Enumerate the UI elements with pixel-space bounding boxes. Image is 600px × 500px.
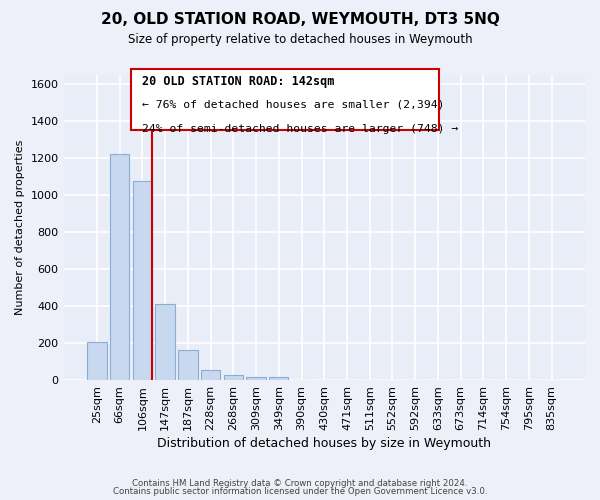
Text: Contains public sector information licensed under the Open Government Licence v3: Contains public sector information licen… [113, 487, 487, 496]
Text: Contains HM Land Registry data © Crown copyright and database right 2024.: Contains HM Land Registry data © Crown c… [132, 478, 468, 488]
Text: 20, OLD STATION ROAD, WEYMOUTH, DT3 5NQ: 20, OLD STATION ROAD, WEYMOUTH, DT3 5NQ [101, 12, 499, 28]
Text: ← 76% of detached houses are smaller (2,394): ← 76% of detached houses are smaller (2,… [142, 100, 444, 110]
X-axis label: Distribution of detached houses by size in Weymouth: Distribution of detached houses by size … [157, 437, 491, 450]
Bar [110, 154, 130, 380]
Bar [201, 370, 220, 380]
Bar [269, 378, 289, 380]
Text: 20 OLD STATION ROAD: 142sqm: 20 OLD STATION ROAD: 142sqm [142, 75, 334, 88]
Text: 24% of semi-detached houses are larger (748) →: 24% of semi-detached houses are larger (… [142, 124, 458, 134]
Bar [133, 182, 152, 380]
Bar [178, 350, 197, 380]
Y-axis label: Number of detached properties: Number of detached properties [15, 140, 25, 315]
Text: Size of property relative to detached houses in Weymouth: Size of property relative to detached ho… [128, 32, 472, 46]
Bar [247, 378, 266, 380]
Bar [87, 342, 107, 380]
Bar [224, 376, 243, 380]
Bar [155, 304, 175, 380]
Bar [131, 69, 439, 130]
